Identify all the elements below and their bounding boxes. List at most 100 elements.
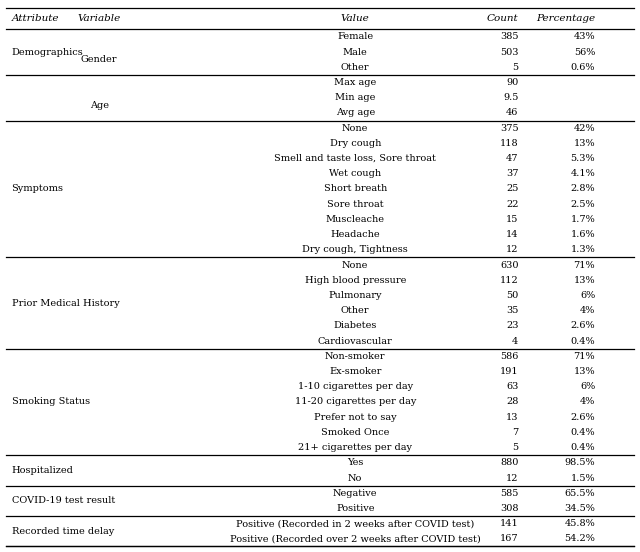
Text: 167: 167 xyxy=(500,534,518,543)
Text: COVID-19 test result: COVID-19 test result xyxy=(12,496,115,505)
Text: Demographics: Demographics xyxy=(12,47,83,56)
Text: Min age: Min age xyxy=(335,93,376,102)
Text: 385: 385 xyxy=(500,33,518,41)
Text: 13%: 13% xyxy=(573,367,595,376)
Text: 63: 63 xyxy=(506,382,518,391)
Text: Recorded time delay: Recorded time delay xyxy=(12,527,114,536)
Text: 22: 22 xyxy=(506,200,518,209)
Text: 0.6%: 0.6% xyxy=(571,63,595,72)
Text: 71%: 71% xyxy=(573,261,595,269)
Text: Ex-smoker: Ex-smoker xyxy=(329,367,381,376)
Text: 35: 35 xyxy=(506,306,518,315)
Text: 1.7%: 1.7% xyxy=(570,215,595,224)
Text: Dry cough: Dry cough xyxy=(330,139,381,148)
Text: Diabetes: Diabetes xyxy=(333,321,377,331)
Text: Non-smoker: Non-smoker xyxy=(325,352,385,361)
Text: 7: 7 xyxy=(512,428,518,437)
Text: 2.8%: 2.8% xyxy=(571,184,595,194)
Text: 21+ cigarettes per day: 21+ cigarettes per day xyxy=(298,443,412,452)
Text: 141: 141 xyxy=(500,519,518,528)
Text: 14: 14 xyxy=(506,230,518,239)
Text: Headache: Headache xyxy=(330,230,380,239)
Text: Pulmonary: Pulmonary xyxy=(328,291,382,300)
Text: Other: Other xyxy=(341,306,369,315)
Text: Count: Count xyxy=(487,14,518,23)
Text: 191: 191 xyxy=(500,367,518,376)
Text: Gender: Gender xyxy=(81,55,118,64)
Text: 25: 25 xyxy=(506,184,518,194)
Text: 5: 5 xyxy=(512,443,518,452)
Text: Prior Medical History: Prior Medical History xyxy=(12,299,119,307)
Text: Short breath: Short breath xyxy=(324,184,387,194)
Text: 12: 12 xyxy=(506,245,518,254)
Text: Cardiovascular: Cardiovascular xyxy=(318,337,392,346)
Text: 112: 112 xyxy=(500,276,518,285)
Text: Smoked Once: Smoked Once xyxy=(321,428,389,437)
Text: Hospitalized: Hospitalized xyxy=(12,466,74,475)
Text: 375: 375 xyxy=(500,124,518,132)
Text: 43%: 43% xyxy=(573,33,595,41)
Text: Percentage: Percentage xyxy=(536,14,595,23)
Text: 45.8%: 45.8% xyxy=(564,519,595,528)
Text: 308: 308 xyxy=(500,504,518,513)
Text: Smell and taste loss, Sore throat: Smell and taste loss, Sore throat xyxy=(275,154,436,163)
Text: Wet cough: Wet cough xyxy=(329,169,381,178)
Text: 34.5%: 34.5% xyxy=(564,504,595,513)
Text: Attribute: Attribute xyxy=(12,14,59,23)
Text: 13%: 13% xyxy=(573,276,595,285)
Text: 1-10 cigarettes per day: 1-10 cigarettes per day xyxy=(298,382,413,391)
Text: 880: 880 xyxy=(500,458,518,468)
Text: 6%: 6% xyxy=(580,382,595,391)
Text: 11-20 cigarettes per day: 11-20 cigarettes per day xyxy=(294,397,416,406)
Text: 56%: 56% xyxy=(574,47,595,56)
Text: 12: 12 xyxy=(506,474,518,482)
Text: 15: 15 xyxy=(506,215,518,224)
Text: Female: Female xyxy=(337,33,373,41)
Text: 46: 46 xyxy=(506,108,518,118)
Text: 5.3%: 5.3% xyxy=(571,154,595,163)
Text: 0.4%: 0.4% xyxy=(571,428,595,437)
Text: Male: Male xyxy=(343,47,367,56)
Text: 0.4%: 0.4% xyxy=(571,337,595,346)
Text: 585: 585 xyxy=(500,489,518,498)
Text: 4: 4 xyxy=(512,337,518,346)
Text: Avg age: Avg age xyxy=(335,108,375,118)
Text: Value: Value xyxy=(341,14,369,23)
Text: 50: 50 xyxy=(506,291,518,300)
Text: 586: 586 xyxy=(500,352,518,361)
Text: Positive: Positive xyxy=(336,504,374,513)
Text: Max age: Max age xyxy=(334,78,376,87)
Text: Variable: Variable xyxy=(77,14,121,23)
Text: Dry cough, Tightness: Dry cough, Tightness xyxy=(302,245,408,254)
Text: None: None xyxy=(342,261,369,269)
Text: 23: 23 xyxy=(506,321,518,331)
Text: 6%: 6% xyxy=(580,291,595,300)
Text: No: No xyxy=(348,474,362,482)
Text: Sore throat: Sore throat xyxy=(327,200,383,209)
Text: Age: Age xyxy=(90,101,109,110)
Text: 118: 118 xyxy=(500,139,518,148)
Text: 4%: 4% xyxy=(580,306,595,315)
Text: 28: 28 xyxy=(506,397,518,406)
Text: 65.5%: 65.5% xyxy=(564,489,595,498)
Text: 37: 37 xyxy=(506,169,518,178)
Text: 0.4%: 0.4% xyxy=(571,443,595,452)
Text: 90: 90 xyxy=(506,78,518,87)
Text: Negative: Negative xyxy=(333,489,378,498)
Text: 5: 5 xyxy=(512,63,518,72)
Text: Symptoms: Symptoms xyxy=(12,184,63,194)
Text: 630: 630 xyxy=(500,261,518,269)
Text: 4.1%: 4.1% xyxy=(570,169,595,178)
Text: 13: 13 xyxy=(506,413,518,422)
Text: Other: Other xyxy=(341,63,369,72)
Text: 2.6%: 2.6% xyxy=(571,413,595,422)
Text: Smoking Status: Smoking Status xyxy=(12,397,90,406)
Text: Muscleache: Muscleache xyxy=(326,215,385,224)
Text: 2.6%: 2.6% xyxy=(571,321,595,331)
Text: 4%: 4% xyxy=(580,397,595,406)
Text: 1.5%: 1.5% xyxy=(571,474,595,482)
Text: 503: 503 xyxy=(500,47,518,56)
Text: Positive (Recorded over 2 weeks after COVID test): Positive (Recorded over 2 weeks after CO… xyxy=(230,534,481,543)
Text: None: None xyxy=(342,124,369,132)
Text: 13%: 13% xyxy=(573,139,595,148)
